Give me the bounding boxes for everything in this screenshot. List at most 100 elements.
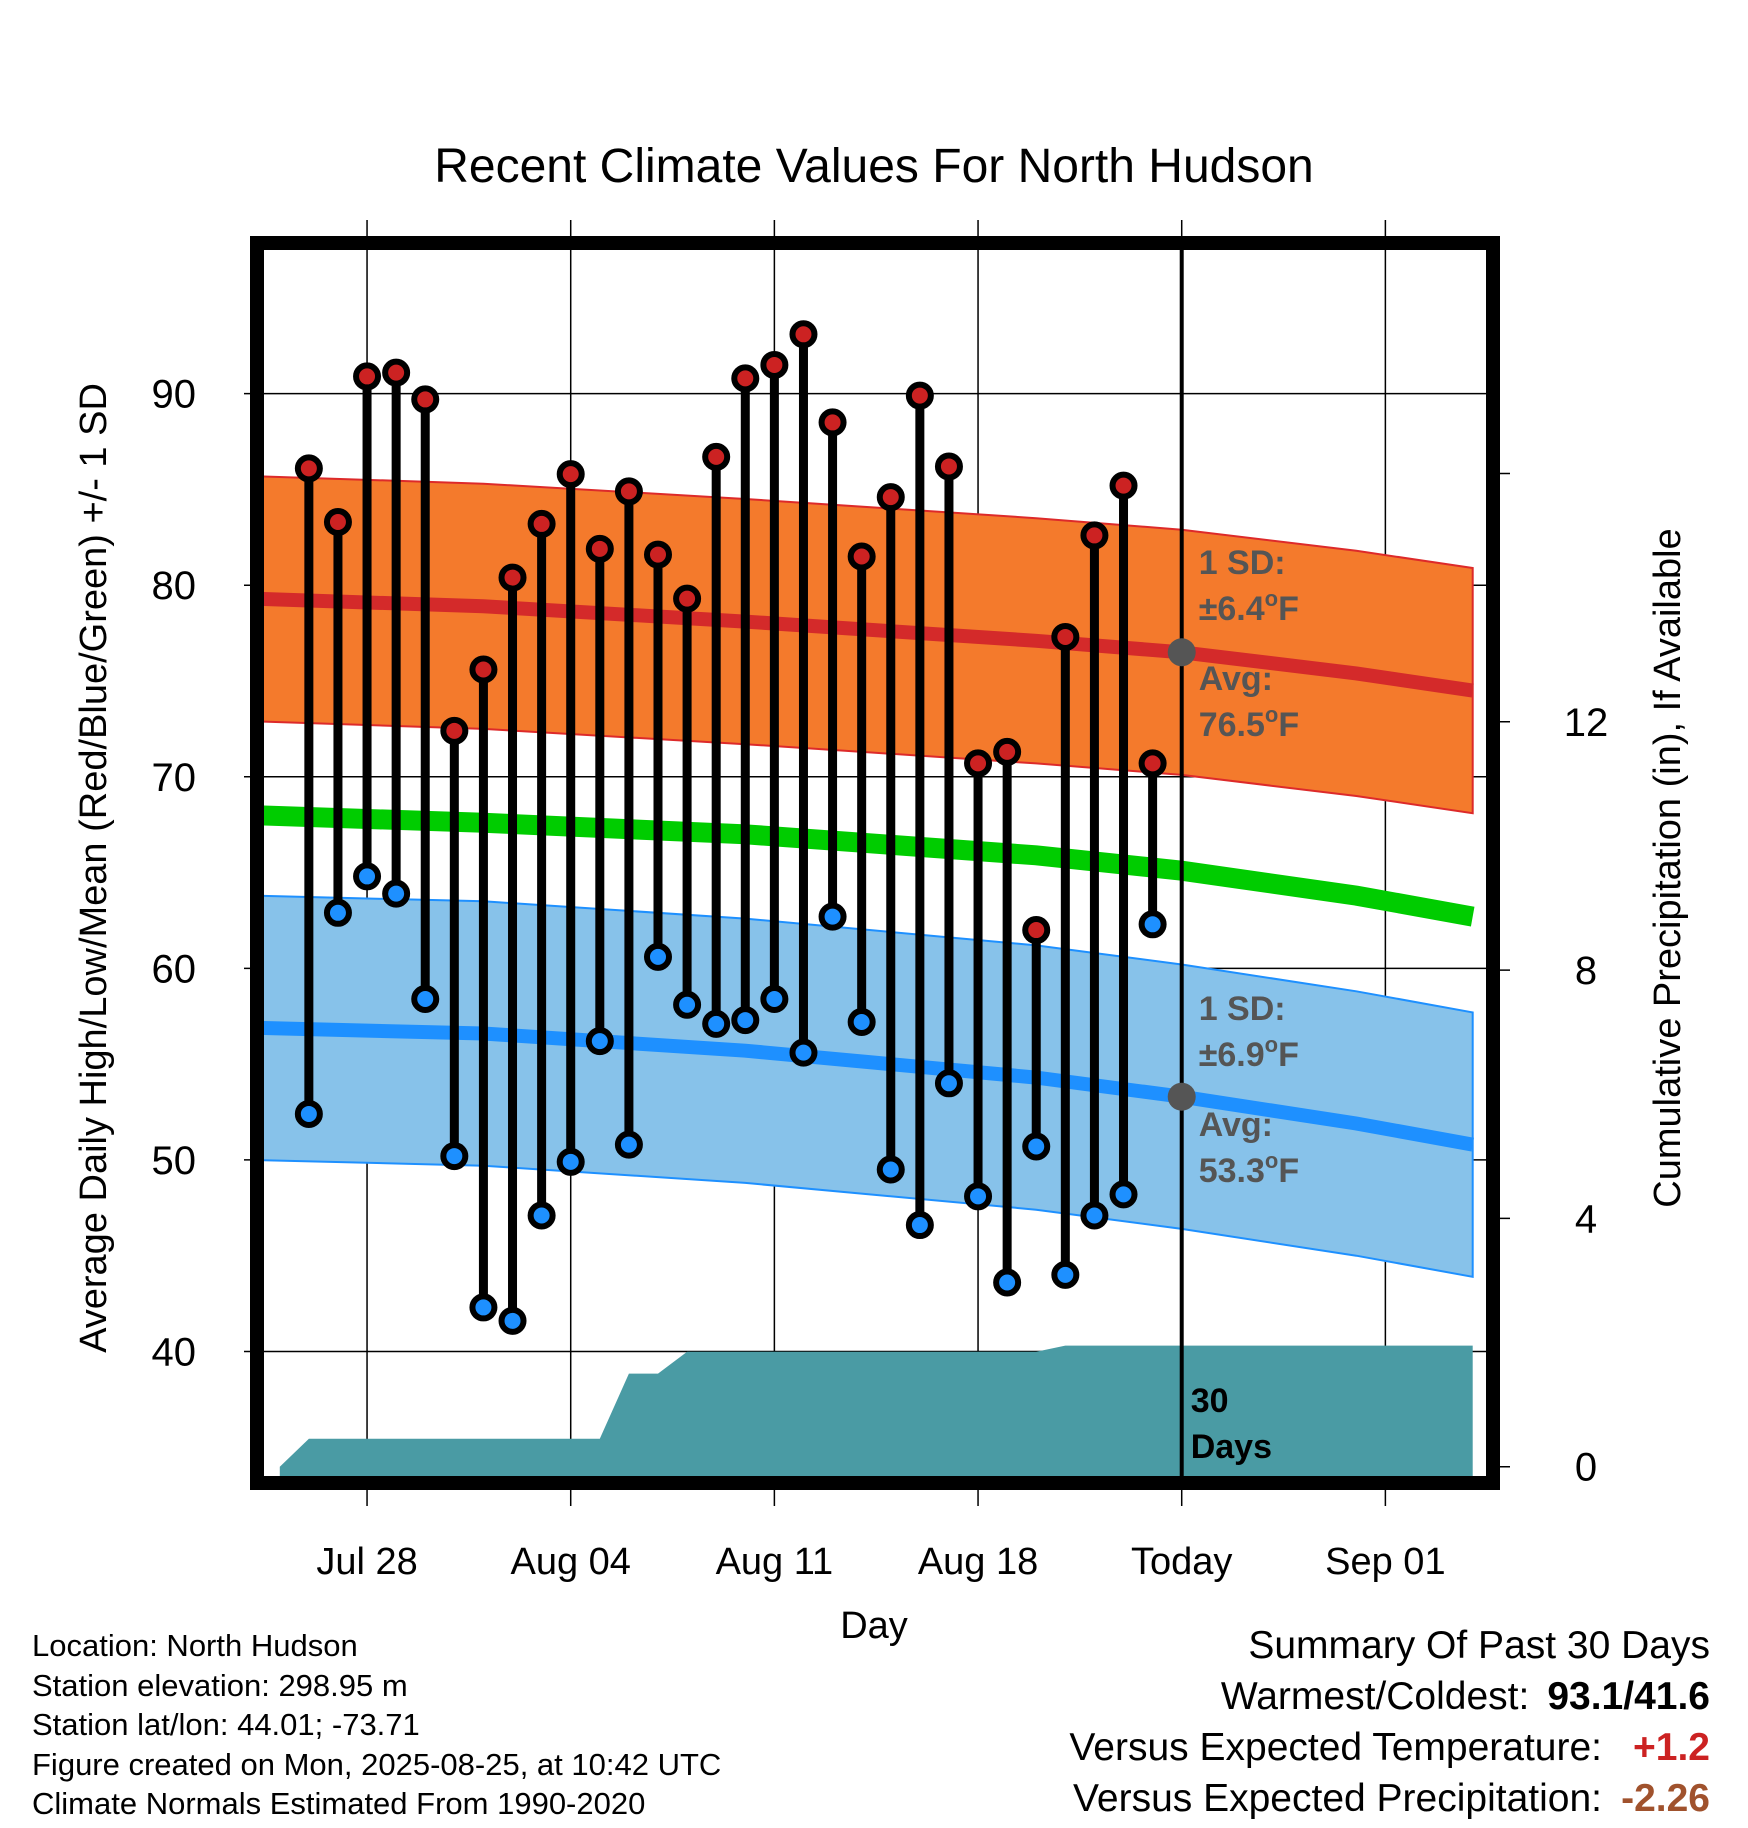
normals-text: Climate Normals Estimated From 1990-2020 <box>32 1786 646 1821</box>
low-point <box>993 1268 1022 1297</box>
high-sd-label-line2: ±6.4oF <box>1199 586 1299 628</box>
high-point <box>818 408 847 437</box>
y2-axis-label: Cumulative Precipitation (in), If Availa… <box>1647 528 1689 1207</box>
normal-high-line <box>264 592 1474 698</box>
today-high-marker <box>1167 638 1196 667</box>
warmest-value: 93.1/41.6 <box>1547 1675 1710 1718</box>
high-point <box>1080 521 1109 550</box>
y-tick-label: 70 <box>152 756 197 800</box>
y-tick-label: 80 <box>152 564 197 608</box>
low-point <box>731 1006 760 1035</box>
high-point <box>469 655 498 684</box>
high-point <box>614 477 643 506</box>
precipitation-area <box>279 1345 1473 1476</box>
y2-tick-label: 12 <box>1564 701 1609 745</box>
low-avg-label-line1: Avg: <box>1199 1106 1273 1144</box>
high-avg-label-line2: 76.5oF <box>1199 702 1299 744</box>
temp-label: Versus Expected Temperature: <box>1069 1726 1602 1769</box>
low-point <box>1051 1260 1080 1289</box>
x-tick-label: Aug 11 <box>716 1541 834 1583</box>
high-point <box>760 350 789 379</box>
low-point <box>585 1027 614 1056</box>
location-text: Location: North Hudson <box>32 1628 358 1663</box>
elevation-text: Station elevation: 298.95 m <box>32 1667 408 1703</box>
low-point <box>905 1211 934 1240</box>
high-point <box>1109 471 1138 500</box>
created-text: Figure created on Mon, 2025-08-25, at 10… <box>32 1746 722 1782</box>
high-avg-label-line1: Avg: <box>1199 660 1273 698</box>
x-tick-label: Aug 18 <box>918 1541 1038 1583</box>
low-point <box>614 1130 643 1159</box>
high-point <box>527 509 556 538</box>
high-point <box>847 542 876 571</box>
y-axis-label: Average Daily High/Low/Mean (Red/Blue/Gr… <box>73 383 115 1353</box>
high-point <box>556 460 585 489</box>
high-point <box>702 442 731 471</box>
today-average-markers <box>1167 638 1196 1111</box>
high-point <box>934 452 963 481</box>
summary-precip-row: Versus Expected Precipitation: -2.26 <box>1069 1773 1710 1824</box>
low-avg-label-line2: 53.3oF <box>1199 1148 1299 1190</box>
x-tick-label: Today <box>1131 1541 1232 1583</box>
y-tick-label: 60 <box>152 947 197 991</box>
high-point <box>876 483 905 512</box>
low-point <box>294 1099 323 1128</box>
high-point <box>1022 916 1051 945</box>
high-point <box>905 381 934 410</box>
high-point <box>498 563 527 592</box>
latlon-text: Station lat/lon: 44.01; -73.71 <box>32 1707 420 1742</box>
high-point <box>585 534 614 563</box>
days-label-line1: 30 <box>1191 1382 1229 1420</box>
low-point <box>643 942 672 971</box>
low-point <box>934 1069 963 1098</box>
low-point <box>702 1009 731 1038</box>
chart-title: Recent Climate Values For North Hudson <box>434 140 1314 193</box>
high-point <box>964 749 993 778</box>
high-point <box>323 508 352 537</box>
y-tick-label: 90 <box>152 373 197 417</box>
high-point <box>731 364 760 393</box>
summary-heading: Summary Of Past 30 Days <box>1248 1624 1710 1667</box>
band-annotations: 1 SD: ±6.4oF Avg: 76.5oF 1 SD: ±6.9oF Avg: 53.3… <box>1191 544 1299 1466</box>
low-point <box>469 1293 498 1322</box>
daily-low-points <box>294 862 1167 1335</box>
summary-warmest-row: Warmest/Coldest: 93.1/41.6 <box>1069 1671 1710 1722</box>
high-point <box>440 716 469 745</box>
days-label-line2: Days <box>1191 1428 1272 1466</box>
low-point <box>789 1038 818 1067</box>
low-sd-label-line2: ±6.9oF <box>1199 1032 1299 1074</box>
low-point <box>673 990 702 1019</box>
low-point <box>1022 1132 1051 1161</box>
summary-temp-row: Versus Expected Temperature: +1.2 <box>1069 1722 1710 1773</box>
low-point <box>353 862 382 891</box>
y-tick-label: 50 <box>152 1139 197 1183</box>
high-point <box>789 320 818 349</box>
high-point <box>643 540 672 569</box>
daily-range-bars <box>304 334 1158 1321</box>
warmest-label: Warmest/Coldest: <box>1220 1675 1530 1718</box>
low-point <box>964 1182 993 1211</box>
summary-panel: Summary Of Past 30 Days Warmest/Coldest:… <box>1069 1620 1710 1824</box>
daily-high-points <box>294 320 1167 945</box>
low-point <box>411 985 440 1014</box>
low-point <box>818 902 847 931</box>
low-point <box>1080 1201 1109 1230</box>
y-axis-ticks: 40 50 60 70 80 90 <box>152 297 264 1449</box>
high-point <box>673 584 702 613</box>
low-point <box>440 1142 469 1171</box>
y2-tick-label: 8 <box>1575 949 1597 993</box>
high-point <box>382 358 411 387</box>
x-tick-label: Sep 01 <box>1325 1541 1445 1583</box>
precip-label: Versus Expected Precipitation: <box>1073 1777 1602 1820</box>
high-sd-label-line1: 1 SD: <box>1199 544 1286 582</box>
high-point <box>1051 622 1080 651</box>
low-point <box>527 1201 556 1230</box>
low-point <box>382 879 411 908</box>
y2-axis-ticks: 0 4 8 12 <box>1486 348 1609 1490</box>
y-tick-label: 40 <box>152 1330 197 1374</box>
x-tick-label: Aug 04 <box>510 1541 630 1583</box>
low-point <box>323 898 352 927</box>
low-point <box>876 1155 905 1184</box>
low-point <box>760 985 789 1014</box>
x-tick-label: Jul 28 <box>316 1541 417 1583</box>
